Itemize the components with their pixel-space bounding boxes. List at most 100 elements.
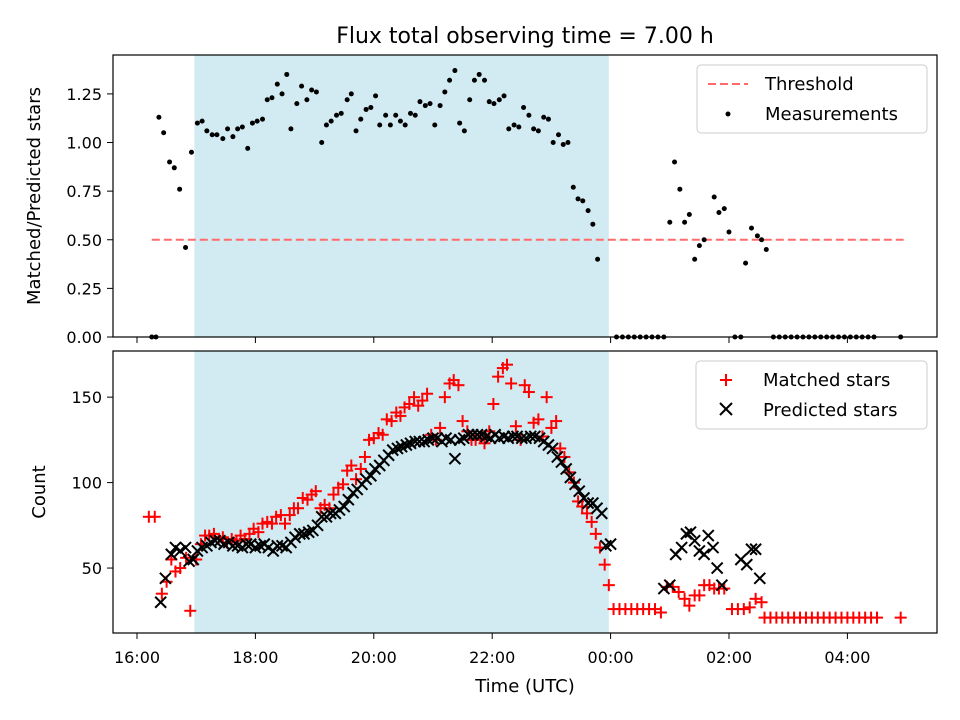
measurement-point <box>556 132 562 138</box>
predicted-star-point <box>688 534 701 547</box>
predicted-star-point <box>663 578 677 592</box>
matched-star-point <box>693 589 706 602</box>
predicted-star-point <box>187 553 200 566</box>
y-tick-label: 1.00 <box>66 134 102 153</box>
matched-star-point <box>337 478 350 491</box>
measurement-point <box>319 140 325 146</box>
measurement-point <box>199 118 205 124</box>
predicted-star-point <box>337 500 351 513</box>
measurement-point <box>422 103 428 109</box>
legend-threshold-label: Threshold <box>764 74 854 95</box>
matched-star-point <box>509 420 522 433</box>
measurement-point <box>348 91 354 97</box>
matched-star-point <box>403 397 416 410</box>
measurement-point <box>254 118 260 124</box>
predicted-star-point <box>275 539 289 553</box>
measurement-point <box>526 112 532 118</box>
predicted-star-point <box>182 555 196 568</box>
predicted-star-point <box>364 469 378 482</box>
measurement-point <box>721 206 727 212</box>
measurement-point <box>284 71 290 77</box>
matched-star-point <box>683 599 696 612</box>
measurement-point <box>167 159 173 165</box>
measurement-point <box>452 68 458 74</box>
measurement-point <box>437 103 443 109</box>
matched-star-point <box>421 387 434 400</box>
measurement-point <box>471 77 477 83</box>
matched-star-point <box>279 517 291 530</box>
matched-star-point <box>894 611 907 624</box>
predicted-star-point <box>715 578 729 592</box>
measurement-point <box>516 124 522 130</box>
measurement-point <box>408 110 414 116</box>
measurement-point <box>486 99 492 105</box>
predicted-star-point <box>342 493 355 506</box>
measurement-point <box>288 126 294 132</box>
y-tick-label: 50 <box>82 559 102 578</box>
measurement-point <box>560 141 566 147</box>
measurement-point <box>156 114 162 120</box>
measurement-point <box>417 99 423 105</box>
predicted-star-point <box>604 537 617 551</box>
predicted-star-point <box>448 452 462 465</box>
predicted-star-point <box>706 541 720 554</box>
measurement-point <box>461 128 467 134</box>
measurement-point <box>239 124 245 130</box>
measurement-point <box>363 106 369 112</box>
matched-star-point <box>292 502 305 515</box>
measurement-point <box>299 83 305 89</box>
matched-star-point <box>155 587 168 600</box>
legend-predicted-swatch <box>719 402 733 416</box>
matched-star-point <box>438 391 451 404</box>
measurement-point <box>759 237 765 243</box>
measurement-point <box>590 221 596 227</box>
matched-star-point <box>580 507 593 520</box>
matched-star-point <box>174 562 187 575</box>
measurement-point <box>209 132 215 138</box>
measurement-point <box>328 118 334 124</box>
measurement-point <box>686 211 692 217</box>
measurement-point <box>358 116 364 122</box>
top-legend-box <box>696 64 928 134</box>
predicted-star-point <box>745 543 758 556</box>
measurement-point <box>183 245 189 251</box>
measurement-point <box>353 128 359 134</box>
matched-star-point <box>871 611 883 624</box>
predicted-star-point <box>165 548 178 561</box>
predicted-star-point <box>680 527 693 541</box>
measurement-point <box>427 101 433 107</box>
matched-star-point <box>550 415 563 428</box>
matched-star-point <box>487 397 500 410</box>
observing-window-band <box>194 351 609 633</box>
predicted-star-point <box>315 510 328 523</box>
measurement-point <box>338 110 344 116</box>
measurement-point <box>667 219 673 225</box>
x-tick-label: 20:00 <box>351 648 397 667</box>
measurement-point <box>412 112 418 118</box>
matched-star-point <box>589 527 602 540</box>
matched-star-point <box>358 450 371 463</box>
measurement-point <box>225 126 231 132</box>
measurement-point <box>397 118 403 124</box>
y-tick-label: 150 <box>71 388 102 407</box>
predicted-star-point <box>226 539 240 553</box>
figure-title: Flux total observing time = 7.00 h <box>336 24 714 49</box>
predicted-star-point <box>697 548 711 561</box>
matched-star-point <box>456 415 469 428</box>
measurement-point <box>585 208 591 214</box>
matched-star-point <box>394 409 407 422</box>
measurement-point <box>482 77 488 83</box>
measurement-point <box>743 260 749 266</box>
predicted-star-point <box>684 525 697 539</box>
measurement-point <box>491 101 497 107</box>
bottom-legend: Matched stars Predicted stars <box>695 360 928 430</box>
matched-star-point <box>350 473 363 486</box>
measurement-point <box>230 134 236 140</box>
bottom-panel-frame <box>112 350 938 634</box>
top-panel: 0.00 0.25 0.50 0.75 1.00 1.25 Matched/Predict… <box>24 54 938 347</box>
measurement-point <box>541 114 547 120</box>
predicted-star-point <box>702 529 715 542</box>
predicted-star-point <box>559 462 573 476</box>
measurement-point <box>580 198 586 204</box>
measurement-point <box>476 71 482 77</box>
